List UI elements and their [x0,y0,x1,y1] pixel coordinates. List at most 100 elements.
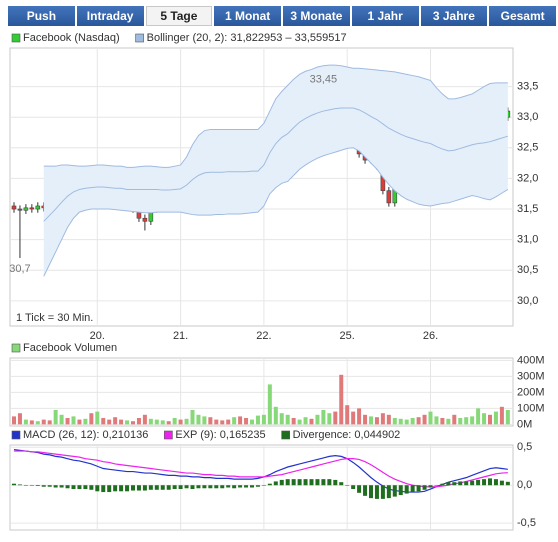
bar [101,485,106,493]
bar [339,374,344,425]
y-tick-label: 32,5 [517,142,538,154]
tab[interactable]: Push [8,6,75,26]
bar [499,480,504,486]
bar [279,413,284,425]
bar [119,419,124,425]
bar [440,418,445,425]
bar [291,418,296,425]
bar [125,420,130,425]
bar [380,485,385,499]
bar [160,485,165,490]
bar [446,418,451,425]
candle-body [386,190,392,204]
bar [47,485,52,487]
bar [505,410,510,425]
bar [196,485,201,489]
bar [434,416,439,425]
bar [303,417,308,425]
bar [410,418,415,425]
bar [380,413,385,425]
bar [226,419,231,425]
bar [148,418,153,425]
tab[interactable]: 5 Tage [145,6,213,26]
bar [279,479,284,486]
candle-body [23,207,29,211]
bar [297,419,302,425]
bar [220,485,225,489]
bar [458,418,463,425]
tab[interactable]: 3 Monate [283,6,350,26]
annotation: 33,45 [310,74,338,86]
bar [374,485,379,499]
bar [333,411,338,425]
bar [59,414,64,425]
bar [476,479,481,486]
bar [345,485,350,486]
bar [95,411,100,425]
bar [71,485,76,490]
bar [166,421,171,425]
bar [142,485,147,491]
bar [17,484,22,486]
bar [267,384,272,425]
bar [83,485,88,490]
tab[interactable]: 1 Monat [214,6,281,26]
y-tick-label: 0,5 [517,441,532,453]
bar [220,420,225,425]
legend-swatch [11,33,21,43]
bar [23,419,28,425]
tab[interactable]: Intraday [76,6,144,26]
legend-label: Facebook Volumen [23,342,117,354]
bar [428,485,433,488]
bar [422,485,427,490]
bar [303,479,308,486]
bar [327,413,332,425]
bar [250,419,254,425]
legend-swatch [135,33,144,43]
bar [125,485,130,492]
bar [386,485,391,499]
bar [190,410,195,425]
bar [416,417,421,425]
bar [244,418,249,425]
bar [172,485,177,490]
bar [476,408,481,425]
bar [101,418,106,425]
bar [351,485,356,490]
legend-swatch [164,430,173,440]
bar [202,485,207,489]
bar [493,479,498,486]
bar [250,485,254,488]
tab[interactable]: 3 Jahre [420,6,488,26]
bar [113,485,118,492]
y-tick-label: 0M [517,418,532,430]
bar [482,413,487,425]
bar [470,480,475,486]
bar [333,479,338,486]
bar [428,411,433,425]
bar [131,421,135,425]
bar [12,483,16,486]
bar [315,414,320,425]
bar [357,408,362,425]
candle-body [35,205,41,210]
y-tick-label: 31,5 [517,203,538,215]
footnote: 1 Tick = 30 Min. [16,312,93,324]
bar [172,418,177,425]
bar [327,479,332,486]
bar [35,421,40,425]
tab[interactable]: 1 Jahr [351,6,419,26]
bar [214,419,219,425]
bar [261,414,266,425]
bar [35,485,40,486]
legend-label: Facebook (Nasdaq) [23,32,120,44]
bar [488,478,492,486]
bar [154,419,159,425]
legend-label: MACD (26, 12): 0,210136 [23,429,148,441]
bar [184,418,189,425]
candle-body [11,205,17,210]
x-tick-label: 20. [90,330,105,342]
bar [315,479,320,486]
tab[interactable]: Gesamt [489,6,556,26]
